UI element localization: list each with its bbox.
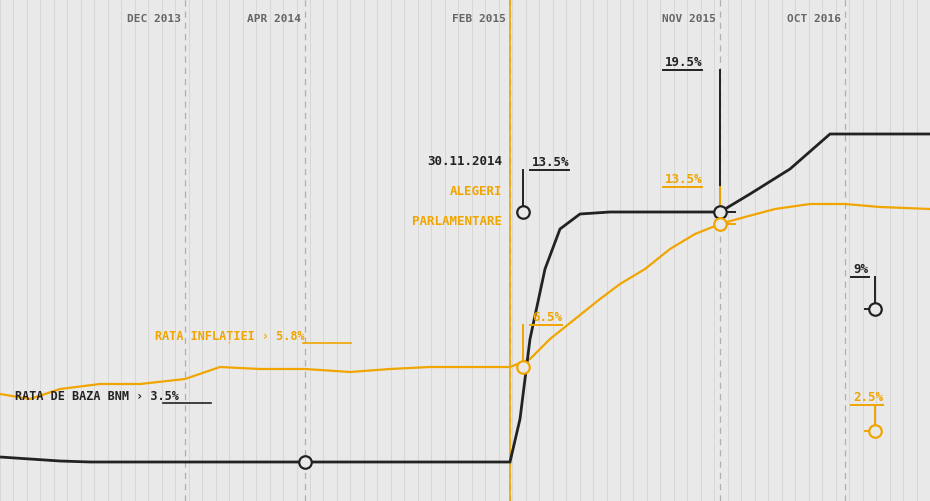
Text: DEC 2013: DEC 2013 [127, 14, 181, 24]
Text: 6.5%: 6.5% [532, 311, 562, 323]
Text: 13.5%: 13.5% [532, 156, 569, 169]
Text: OCT 2016: OCT 2016 [787, 14, 841, 24]
Text: FEB 2015: FEB 2015 [452, 14, 506, 24]
Text: PARLAMENTARE: PARLAMENTARE [412, 214, 502, 227]
Text: 30.11.2014: 30.11.2014 [427, 155, 502, 168]
Text: RATA INFLAȚIEI › 5.8%: RATA INFLAȚIEI › 5.8% [155, 329, 305, 342]
Text: 2.5%: 2.5% [853, 390, 883, 403]
Text: 19.5%: 19.5% [665, 56, 702, 69]
Text: APR 2014: APR 2014 [247, 14, 301, 24]
Text: 13.5%: 13.5% [665, 173, 702, 186]
Text: ALEGERI: ALEGERI [449, 185, 502, 197]
Text: RATA DE BAZA BNM › 3.5%: RATA DE BAZA BNM › 3.5% [15, 389, 179, 402]
Text: NOV 2015: NOV 2015 [662, 14, 716, 24]
Text: 9%: 9% [853, 263, 868, 276]
